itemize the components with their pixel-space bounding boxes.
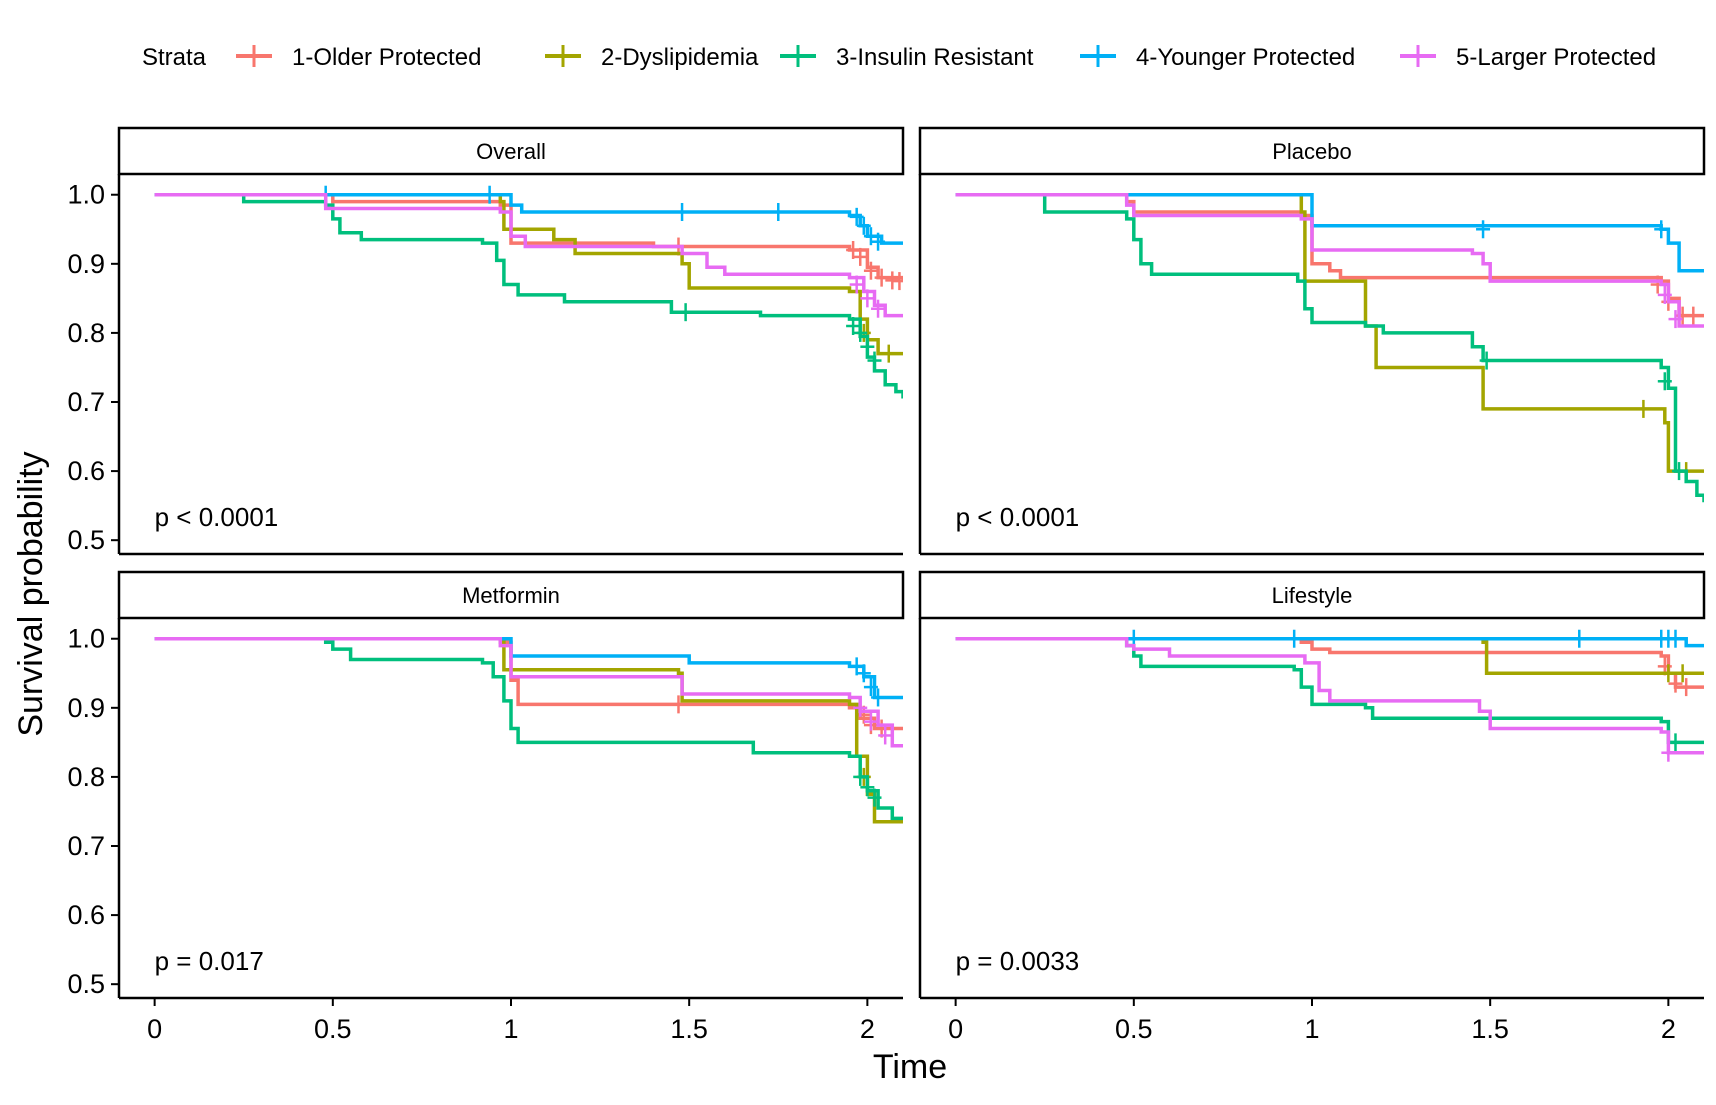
km-curve-5-larger-protected [955, 192, 1704, 328]
km-curve-2-dyslipidemia [154, 192, 903, 356]
legend: 1-Older Protected 2-Dyslipidemia 3-Insulin… [236, 44, 1656, 71]
plot-area [955, 192, 1704, 503]
x-tick-label: 0 [147, 1014, 162, 1044]
y-tick-label: 0.7 [67, 387, 105, 417]
km-curve-4-younger-protected [955, 636, 1704, 648]
km-curve-3-insulin-resistant [154, 636, 903, 821]
plot-area [154, 185, 903, 399]
km-curve-2-dyslipidemia [154, 636, 903, 824]
y-tick-label: 0.7 [67, 831, 105, 861]
panel-lifestyle: Lifestyle 0 0.5 1 1.5 2 p = 0.0033 [918, 570, 1706, 1044]
km-curve-5-larger-protected [154, 192, 903, 318]
p-value-label: p < 0.0001 [155, 502, 279, 532]
legend-item-5-larger-protected: 5-Larger Protected [1400, 44, 1656, 71]
legend-item-4-younger-protected: 4-Younger Protected [1080, 44, 1355, 71]
y-tick-label: 0.5 [67, 969, 105, 999]
x-tick-label: 2 [1661, 1014, 1676, 1044]
facet-title: Metformin [462, 583, 560, 608]
y-tick-label: 1.0 [67, 624, 105, 654]
facet-strip [117, 570, 905, 620]
y-tick-label: 0.6 [67, 900, 105, 930]
p-value-label: p = 0.0033 [956, 946, 1080, 976]
legend-item-3-insulin-resistant: 3-Insulin Resistant [780, 44, 1034, 71]
facet-title: Lifestyle [1272, 583, 1353, 608]
panel-metformin: Metformin 0.5 0.6 0.7 0.8 0.9 1.0 0 0.5 1 1.5 2 p = … [67, 570, 905, 1044]
x-tick-label: 0.5 [1115, 1014, 1153, 1044]
legend-title: Strata [142, 44, 207, 71]
p-value-label: p < 0.0001 [956, 502, 1080, 532]
y-tick-label: 0.9 [67, 693, 105, 723]
plot-area [154, 636, 903, 824]
x-tick-label: 2 [860, 1014, 875, 1044]
plot-area [955, 629, 1704, 762]
x-axis-label: Time [873, 1048, 947, 1086]
legend-item-2-dyslipidemia: 2-Dyslipidemia [545, 44, 759, 71]
panel-placebo: Placebo p < 0.0001 [918, 126, 1706, 556]
km-curve-2-dyslipidemia [955, 636, 1704, 676]
facet-strip [918, 570, 1706, 620]
facet-title: Placebo [1272, 139, 1352, 164]
y-axis-label: Survival probability [12, 451, 50, 736]
facet-strip [918, 126, 1706, 176]
y-tick-label: 1.0 [67, 180, 105, 210]
km-curve-5-larger-protected [154, 636, 903, 748]
panel-overall: Overall 0.5 0.6 0.7 0.8 0.9 1.0 p < 0.0001 [67, 126, 905, 556]
x-tick-label: 1 [503, 1014, 518, 1044]
y-tick-label: 0.6 [67, 456, 105, 486]
x-tick-label: 1.5 [670, 1014, 708, 1044]
p-value-label: p = 0.017 [155, 946, 264, 976]
km-curve-4-younger-protected [154, 636, 903, 700]
facet-title: Overall [476, 139, 546, 164]
x-tick-label: 0 [948, 1014, 963, 1044]
km-curve-1-older-protected [154, 636, 903, 731]
legend-label: 5-Larger Protected [1456, 44, 1656, 71]
legend-label: 2-Dyslipidemia [601, 44, 759, 71]
km-curve-3-insulin-resistant [154, 192, 903, 399]
km-curve-1-older-protected [154, 192, 903, 282]
legend-label: 3-Insulin Resistant [836, 44, 1034, 71]
legend-label: 1-Older Protected [292, 44, 481, 71]
km-curve-2-dyslipidemia [955, 192, 1704, 473]
x-tick-label: 0.5 [314, 1014, 352, 1044]
legend-label: 4-Younger Protected [1136, 44, 1355, 71]
y-tick-label: 0.8 [67, 318, 105, 348]
km-curve-3-insulin-resistant [955, 192, 1704, 503]
y-tick-label: 0.8 [67, 762, 105, 792]
y-tick-label: 0.9 [67, 249, 105, 279]
x-tick-label: 1 [1304, 1014, 1319, 1044]
facet-strip [117, 126, 905, 176]
y-tick-label: 0.5 [67, 525, 105, 555]
x-tick-label: 1.5 [1471, 1014, 1509, 1044]
legend-item-1-older-protected: 1-Older Protected [236, 44, 481, 71]
km-curve-4-younger-protected [955, 192, 1704, 273]
km-curve-5-larger-protected [955, 636, 1704, 755]
km-curve-1-older-protected [955, 636, 1704, 689]
